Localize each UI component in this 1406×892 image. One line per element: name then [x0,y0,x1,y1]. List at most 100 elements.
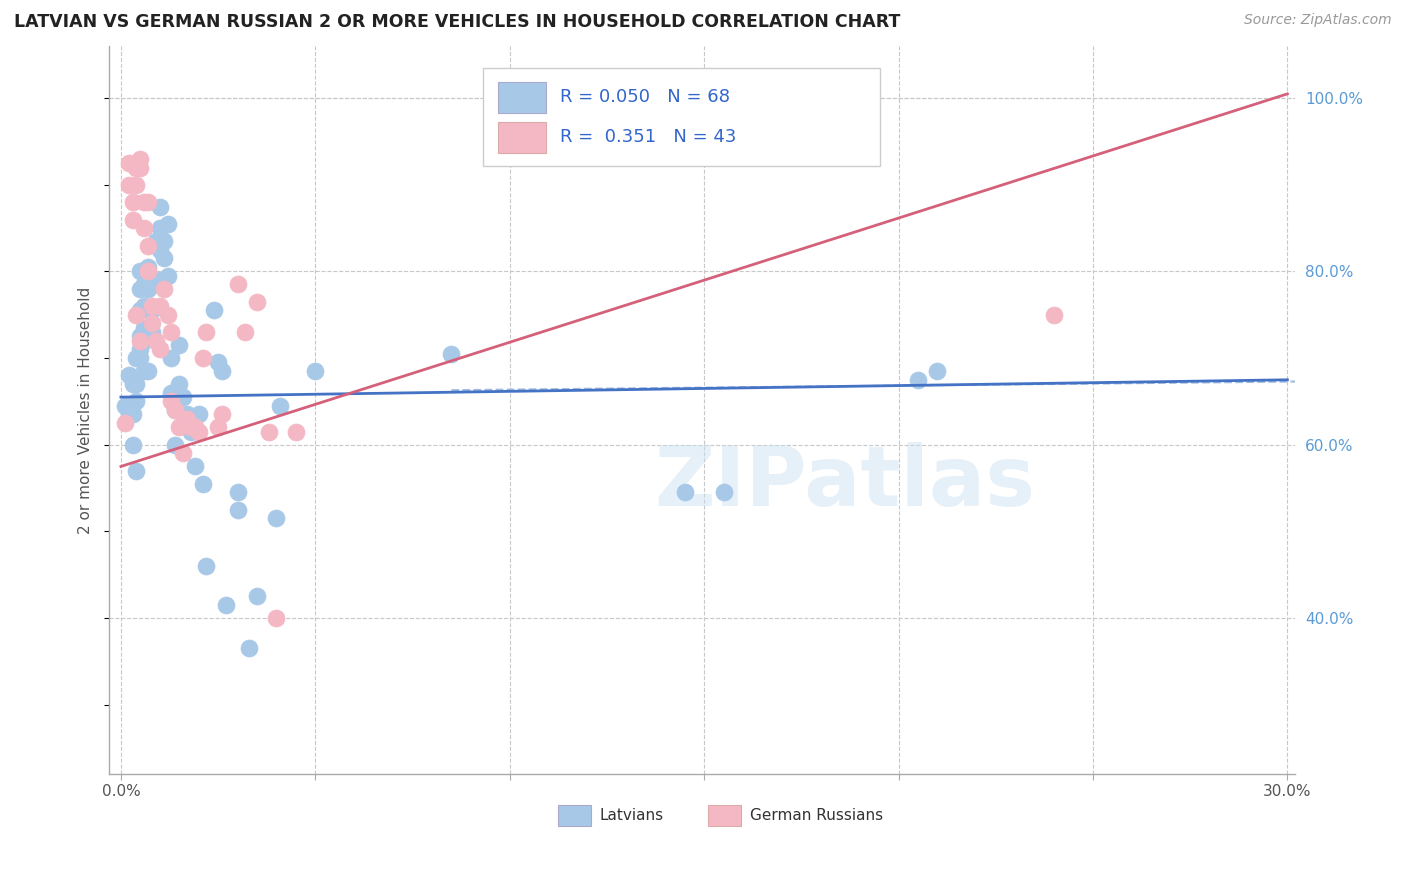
Point [152,282,174,296]
Point [246,590,269,604]
Point [1043,308,1066,322]
Point [114,416,136,430]
Point [134,277,156,292]
Point [211,364,233,378]
Text: Latvians: Latvians [599,808,664,823]
Point [266,611,288,625]
Point [129,329,152,343]
Point [211,408,233,422]
Point [246,294,269,309]
Point [149,343,172,357]
Point [187,425,209,439]
Point [207,355,229,369]
Point [145,277,167,292]
FancyBboxPatch shape [558,805,591,826]
Point [304,364,326,378]
Point [136,325,159,339]
Y-axis label: 2 or more Vehicles in Household: 2 or more Vehicles in Household [79,286,93,533]
Point [152,234,174,248]
Point [118,368,141,383]
Point [180,425,202,439]
Text: ZIPatlas: ZIPatlas [654,442,1035,524]
Point [184,459,207,474]
FancyBboxPatch shape [498,82,546,113]
Point [125,161,148,175]
Point [125,464,148,478]
Point [145,234,167,248]
Point [121,408,143,422]
FancyBboxPatch shape [709,805,741,826]
Text: R = 0.050   N = 68: R = 0.050 N = 68 [560,88,730,106]
Point [129,282,152,296]
Point [134,321,156,335]
Point [129,264,152,278]
Point [238,641,260,656]
Point [149,243,172,257]
Text: German Russians: German Russians [749,808,883,823]
Point [141,277,163,292]
Point [149,299,172,313]
Point [673,485,696,500]
Point [136,303,159,318]
FancyBboxPatch shape [482,68,880,166]
Point [207,420,229,434]
Point [129,351,152,365]
Point [141,299,163,313]
Point [129,343,152,357]
Point [136,264,159,278]
Text: R =  0.351   N = 43: R = 0.351 N = 43 [560,128,737,146]
Point [167,338,190,352]
Point [152,252,174,266]
Point [129,334,152,348]
Point [141,303,163,318]
Point [160,385,183,400]
Point [226,485,249,500]
Point [136,364,159,378]
Point [118,156,141,170]
Point [121,377,143,392]
Point [125,351,148,365]
Point [440,347,463,361]
Point [927,364,949,378]
Point [165,403,187,417]
Point [134,221,156,235]
Point [141,317,163,331]
Point [129,152,152,166]
Point [136,282,159,296]
Point [180,420,202,434]
Point [165,438,187,452]
Text: Source: ZipAtlas.com: Source: ZipAtlas.com [1244,13,1392,28]
Point [149,221,172,235]
Point [165,403,187,417]
Point [191,351,214,365]
Point [284,425,307,439]
Point [226,277,249,292]
Point [172,390,194,404]
Point [160,394,183,409]
Point [118,408,141,422]
Point [134,334,156,348]
Point [195,325,218,339]
Point [269,399,291,413]
Point [156,268,179,283]
Point [907,373,929,387]
Point [121,438,143,452]
Point [176,408,198,422]
FancyBboxPatch shape [498,122,546,153]
Point [156,308,179,322]
Point [191,476,214,491]
Point [160,325,183,339]
Text: LATVIAN VS GERMAN RUSSIAN 2 OR MORE VEHICLES IN HOUSEHOLD CORRELATION CHART: LATVIAN VS GERMAN RUSSIAN 2 OR MORE VEHI… [14,13,900,31]
Point [121,195,143,210]
Point [184,420,207,434]
Point [125,178,148,192]
Point [176,411,198,425]
Point [226,502,249,516]
Point [134,195,156,210]
Point [121,212,143,227]
Point [125,308,148,322]
Point [145,334,167,348]
Point [713,485,735,500]
Point [129,161,152,175]
Point [114,399,136,413]
